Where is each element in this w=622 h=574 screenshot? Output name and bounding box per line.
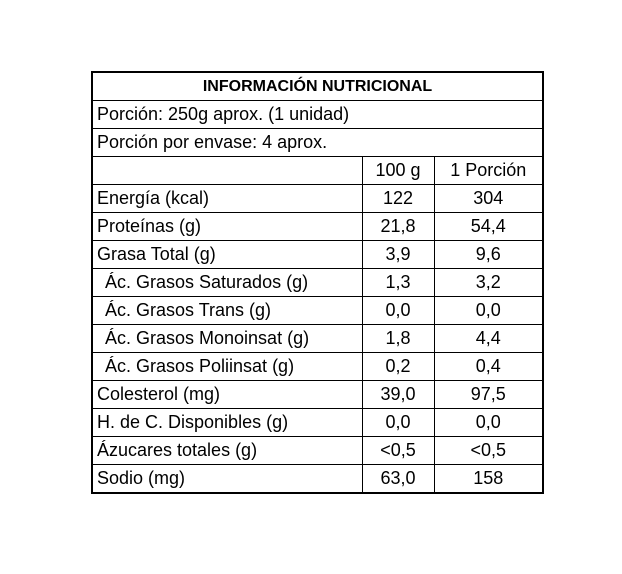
nutrition-facts-table: INFORMACIÓN NUTRICIONAL Porción: 250g ap…: [90, 71, 545, 494]
value-per-100g: 1,3: [361, 268, 435, 297]
table-row: Ác. Grasos Monoinsat (g) 1,8 4,4: [91, 324, 545, 353]
value-per-portion: 304: [433, 184, 545, 213]
table-row: Ázucares totales (g) <0,5 <0,5: [91, 436, 545, 465]
value-per-100g: 0,2: [361, 352, 435, 381]
value-per-portion: 0,0: [433, 408, 545, 437]
nutrient-name: H. de C. Disponibles (g): [91, 408, 363, 437]
value-per-portion: 0,4: [433, 352, 545, 381]
nutrient-name: Proteínas (g): [91, 212, 363, 241]
value-per-100g: 39,0: [361, 380, 435, 409]
nutrient-name: Energía (kcal): [91, 184, 363, 213]
value-per-portion: 158: [433, 464, 545, 494]
value-per-portion: <0,5: [433, 436, 545, 465]
nutrient-name: Sodio (mg): [91, 464, 363, 494]
table-row: Energía (kcal) 122 304: [91, 184, 545, 213]
table-row: Sodio (mg) 63,0 158: [91, 464, 545, 494]
nutrient-name: Grasa Total (g): [91, 240, 363, 269]
value-per-100g: 63,0: [361, 464, 435, 494]
value-per-100g: 0,0: [361, 408, 435, 437]
column-header-row: 100 g 1 Porción: [91, 156, 545, 185]
table-row: Proteínas (g) 21,8 54,4: [91, 212, 545, 241]
nutrient-name: Ázucares totales (g): [91, 436, 363, 465]
value-per-100g: 0,0: [361, 296, 435, 325]
table-row: H. de C. Disponibles (g) 0,0 0,0: [91, 408, 545, 437]
value-per-portion: 9,6: [433, 240, 545, 269]
value-per-portion: 4,4: [433, 324, 545, 353]
value-per-100g: 122: [361, 184, 435, 213]
table-row: Ác. Grasos Saturados (g) 1,3 3,2: [91, 268, 545, 297]
nutrient-name: Ác. Grasos Trans (g): [91, 296, 363, 325]
portion-size: Porción: 250g aprox. (1 unidad): [90, 100, 545, 129]
nutrient-name: Ác. Grasos Poliinsat (g): [91, 352, 363, 381]
nutrient-name: Ác. Grasos Saturados (g): [91, 268, 363, 297]
value-per-100g: 3,9: [361, 240, 435, 269]
value-per-portion: 3,2: [433, 268, 545, 297]
header-per-100g: 100 g: [361, 156, 435, 185]
table-row: Grasa Total (g) 3,9 9,6: [91, 240, 545, 269]
value-per-portion: 97,5: [433, 380, 545, 409]
value-per-100g: 1,8: [361, 324, 435, 353]
value-per-portion: 0,0: [433, 296, 545, 325]
table-row: Ác. Grasos Poliinsat (g) 0,2 0,4: [91, 352, 545, 381]
value-per-100g: 21,8: [361, 212, 435, 241]
table-row: Ác. Grasos Trans (g) 0,0 0,0: [91, 296, 545, 325]
value-per-100g: <0,5: [361, 436, 435, 465]
header-per-portion: 1 Porción: [433, 156, 545, 185]
nutrient-name: Colesterol (mg): [91, 380, 363, 409]
servings-per-container: Porción por envase: 4 aprox.: [90, 128, 545, 157]
value-per-portion: 54,4: [433, 212, 545, 241]
nutrient-name: Ác. Grasos Monoinsat (g): [91, 324, 363, 353]
table-title: INFORMACIÓN NUTRICIONAL: [90, 71, 545, 101]
table-row: Colesterol (mg) 39,0 97,5: [91, 380, 545, 409]
header-empty-cell: [91, 156, 363, 185]
